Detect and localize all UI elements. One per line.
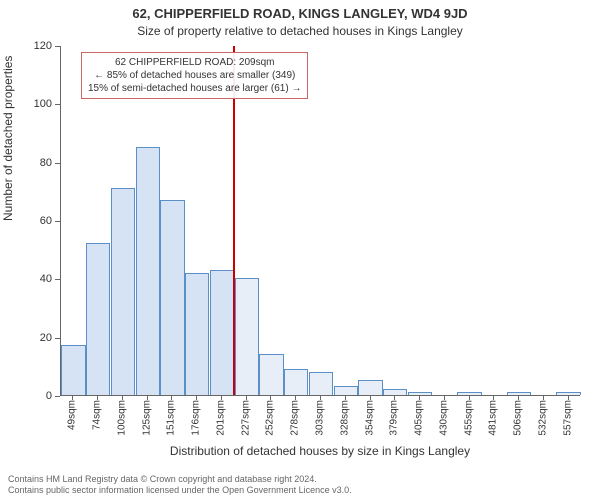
- y-tick-label: 0: [46, 390, 52, 402]
- attribution-footer: Contains HM Land Registry data © Crown c…: [8, 474, 352, 497]
- histogram-bar: [210, 270, 234, 395]
- histogram-bar: [160, 200, 184, 395]
- histogram-bar: [334, 386, 358, 395]
- x-tick-label: 354sqm: [364, 400, 375, 436]
- footer-line2: Contains public sector information licen…: [8, 485, 352, 496]
- x-tick-label: 252sqm: [265, 400, 276, 436]
- x-tick-label: 227sqm: [240, 400, 251, 436]
- x-tick-label: 49sqm: [67, 400, 78, 430]
- histogram-bar: [556, 392, 580, 395]
- histogram-bar: [284, 369, 308, 395]
- y-tick-label: 80: [40, 157, 52, 169]
- annotation-line2: ← 85% of detached houses are smaller (34…: [88, 69, 301, 82]
- histogram-bar: [309, 372, 333, 395]
- plot-area: 62 CHIPPERFIELD ROAD: 209sqm ← 85% of de…: [60, 46, 580, 396]
- histogram-bar: [358, 380, 382, 395]
- x-tick-label: 506sqm: [513, 400, 524, 436]
- footer-line1: Contains HM Land Registry data © Crown c…: [8, 474, 352, 485]
- histogram-bar: [259, 354, 283, 395]
- histogram-bar: [185, 273, 209, 396]
- x-tick-label: 125sqm: [141, 400, 152, 436]
- x-tick-label: 379sqm: [389, 400, 400, 436]
- x-tick-label: 455sqm: [463, 400, 474, 436]
- annotation-line3: 15% of semi-detached houses are larger (…: [88, 82, 301, 95]
- x-tick-label: 303sqm: [315, 400, 326, 436]
- histogram-bar: [457, 392, 481, 395]
- x-axis-label: Distribution of detached houses by size …: [60, 444, 580, 458]
- annotation-box: 62 CHIPPERFIELD ROAD: 209sqm ← 85% of de…: [81, 52, 308, 99]
- y-axis-ticks: 020406080100120: [0, 46, 60, 396]
- x-tick-label: 151sqm: [166, 400, 177, 436]
- histogram-bar: [86, 243, 110, 395]
- x-tick-label: 74sqm: [92, 400, 103, 430]
- x-tick-label: 481sqm: [488, 400, 499, 436]
- y-tick-label: 20: [40, 332, 52, 344]
- chart-title-address: 62, CHIPPERFIELD ROAD, KINGS LANGLEY, WD…: [0, 6, 600, 21]
- chart-subtitle: Size of property relative to detached ho…: [0, 24, 600, 38]
- x-tick-label: 328sqm: [339, 400, 350, 436]
- y-tick-label: 120: [34, 40, 52, 52]
- x-tick-label: 557sqm: [562, 400, 573, 436]
- histogram-bar: [61, 345, 85, 395]
- histogram-bar: [111, 188, 135, 395]
- x-tick-label: 278sqm: [290, 400, 301, 436]
- x-tick-label: 430sqm: [438, 400, 449, 436]
- x-tick-label: 201sqm: [215, 400, 226, 436]
- x-tick-label: 176sqm: [191, 400, 202, 436]
- y-tick-label: 40: [40, 273, 52, 285]
- x-tick-label: 405sqm: [414, 400, 425, 436]
- annotation-line1: 62 CHIPPERFIELD ROAD: 209sqm: [88, 56, 301, 69]
- y-tick-label: 60: [40, 215, 52, 227]
- y-tick-label: 100: [34, 98, 52, 110]
- property-size-histogram: 62, CHIPPERFIELD ROAD, KINGS LANGLEY, WD…: [0, 0, 600, 500]
- histogram-bar: [136, 147, 160, 395]
- x-tick-label: 100sqm: [116, 400, 127, 436]
- histogram-bar: [235, 278, 259, 395]
- x-tick-label: 532sqm: [537, 400, 548, 436]
